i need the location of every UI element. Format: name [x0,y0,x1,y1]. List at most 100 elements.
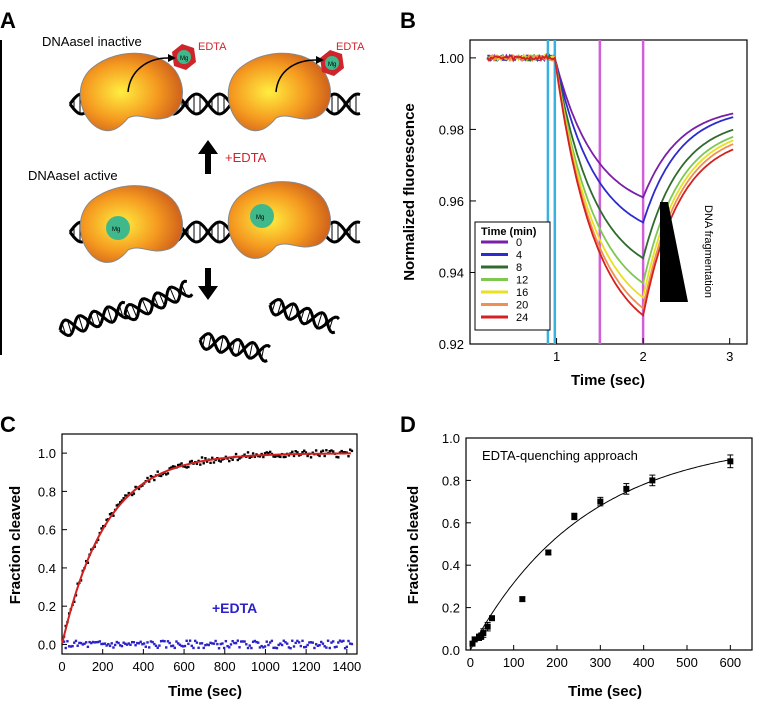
chart-c-point [268,450,272,454]
chart-c-edta-point [323,645,326,648]
chart-c-edta-point [308,641,311,644]
chart-d-point-5 [484,623,491,630]
chart-b-frame [469,39,748,345]
chart-b-legend-box [474,221,551,331]
chart-c-edta-point [156,646,159,649]
chart-c-point [159,474,163,478]
chart-c-edta-point [124,642,127,645]
chart-c-edta-point [93,641,96,644]
chart-c-edta-point [125,643,129,646]
fragment-base-pair [248,342,254,359]
fragment-base-pair [95,311,101,326]
chart-c-edta-point [73,641,76,644]
chart-c-edta-point [96,640,100,644]
chart-c-edta-point [349,642,352,645]
chart-c-edta-point [234,641,238,645]
chart-c-edta-point [314,643,318,646]
fragment-base-pair [300,309,305,321]
chart-c-edta-point [274,646,277,649]
chart-d-points [469,454,734,647]
chart-c-edta-point [241,640,245,643]
chart-c-point [146,476,149,480]
chart-c-edta-point [224,639,228,643]
chart-c-point [156,470,159,473]
chart-b-series-line-4 [486,53,734,224]
chart-c-point [330,449,333,452]
chart-c-edta-point [171,644,175,647]
chart-c-point [165,473,168,476]
chart-c-point [84,559,88,563]
fragment-base-pair [90,314,95,326]
chart-c-point [205,460,209,463]
chart-c-edta-point [231,639,234,643]
chart-c-point [173,465,176,468]
chart-c-point [100,527,103,530]
chart-c-edta-point [214,639,217,643]
chart-c-point [253,455,257,459]
chart-c-ytick-label: 0.2 [38,599,56,614]
chart-c-edta-point [158,644,161,647]
fragment-base-pair [244,347,246,351]
fragment-base-pair [169,287,177,303]
chart-c-xtick-label: 400 [133,659,155,674]
fragment-base-pair [214,341,217,345]
dna-fragment-3 [268,297,341,335]
dna-fragments [58,279,341,363]
chart-b-series-line-8 [486,53,734,260]
chart-c-edta-point [187,642,190,646]
chart-c-point [260,452,263,456]
chart-c-ytick-label: 1.0 [38,446,56,461]
chart-c-edta-point [209,641,212,645]
chart-c-point [337,456,340,459]
chart-b-ticks: 1 2 30.920.940.960.981.00 [439,51,734,364]
chart-c-point [238,457,241,460]
chart-c-xtick-label: 1200 [292,659,321,674]
fragment-base-pair [118,305,124,318]
chart-c-edta-point [311,641,314,644]
chart-c-point [224,455,228,459]
fragment-base-pair [176,289,181,296]
fragment-base-pair [149,300,153,308]
chart-c-point [263,452,267,455]
chart-c-edta-point [161,639,165,643]
chart-c-edta-point [100,642,103,646]
chart-c-point [158,474,161,477]
chart-c-point [275,454,279,457]
panel-label-a: A [0,8,16,33]
chart-c-edta-point [188,639,192,642]
fragment-base-pair [226,342,229,349]
chart-c-point [234,452,238,456]
chart-c-edta-point [195,641,199,644]
chart-c-edta-point [350,642,354,646]
chart-c-point [347,455,350,458]
chart-c-edta-point [257,641,260,644]
chart-c-edta-point [268,641,272,644]
chart-c-point [342,451,345,454]
chart-c-edta-point [219,642,222,646]
chart-c-point [301,451,304,454]
cleave-arrow-shaft [205,268,211,288]
chart-c-point [303,449,306,452]
chart-c-edta-point [134,644,137,647]
chart-c-point [115,504,119,507]
chart-c-edta-point [71,644,74,648]
chart-c-edta-point [102,642,105,646]
chart-c-point [262,455,265,459]
chart-c-edta-point [105,644,108,647]
mg-ion-1 [177,50,191,64]
chart-c-point [306,454,309,458]
chart-c-edta-point [108,644,112,648]
cleave-arrow-down-icon [198,286,218,300]
chart-c-point [132,492,136,495]
chart-c-edta-point [136,641,139,645]
fragment-base-pair [295,309,299,317]
fragment-base-pair [324,318,327,326]
chart-d-fit-line [469,458,733,651]
chart-c-edta-point [91,640,95,644]
fragment-base-pair [131,304,138,318]
inactive-label: DNAaseI inactive [42,34,142,49]
chart-c-edta-point [267,643,270,647]
chart-c-edta-point [112,646,115,649]
dna-fragment-2 [198,332,271,363]
